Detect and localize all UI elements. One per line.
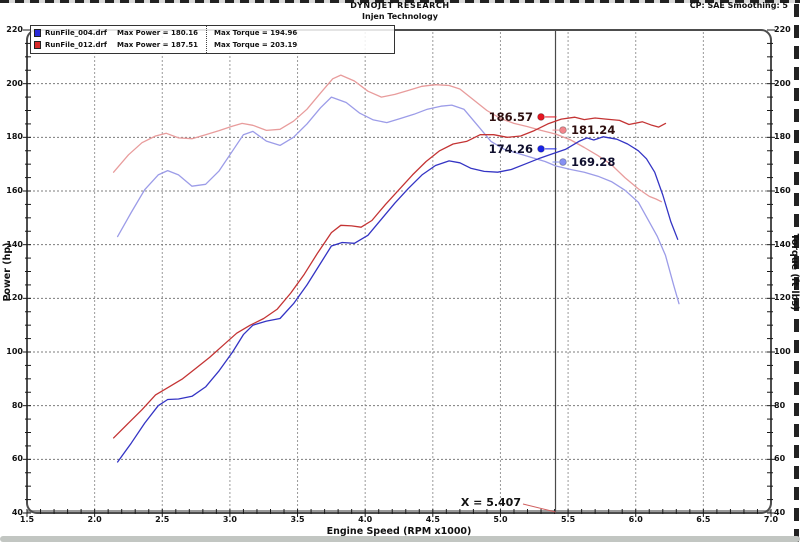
cursor-value-label-torque-run012: 181.24 <box>570 123 616 138</box>
y-right-tick-label: 140 <box>774 239 791 249</box>
cursor-value-label-torque-run004: 169.28 <box>570 155 616 170</box>
page-right-dashed-border <box>794 4 799 542</box>
y-left-tick-label: 180 <box>6 132 23 142</box>
legend-max-power-run012: Max Power = 187.51 <box>117 41 198 49</box>
x-tick-label: 6.0 <box>628 515 643 524</box>
y-right-tick-label: 60 <box>774 454 786 464</box>
legend-swatch-run012 <box>34 41 41 49</box>
x-tick-label: 5.5 <box>560 515 576 524</box>
y-left-tick-label: 100 <box>6 347 23 356</box>
chart-brand-title: DYNOJET RESEARCH <box>350 1 450 10</box>
y-right-tick-label: 180 <box>774 132 791 142</box>
legend-file-run004: RunFile_004.drf <box>45 29 107 37</box>
y-left-tick-label: 160 <box>6 186 23 195</box>
legend-file-run012: RunFile_012.drf <box>45 41 107 49</box>
legend-max-power-run004: Max Power = 180.16 <box>117 29 198 37</box>
y-left-tick-label: 120 <box>6 293 23 303</box>
x-tick-label: 3.0 <box>222 515 237 524</box>
y-right-tick-label: 80 <box>774 400 786 410</box>
cursor-value-dot <box>559 126 567 134</box>
torque-axis-title: Torque (ft-lbs) <box>789 233 800 311</box>
legend-column-divider <box>206 26 207 53</box>
x-tick-label: 4.5 <box>425 515 440 524</box>
curve-runfile-012-drf-torque-ft-lbs- <box>112 74 663 203</box>
y-right-tick-label: 200 <box>774 78 791 88</box>
legend-row-run004: RunFile_004.drf Max Power = 180.16 Max T… <box>31 27 394 39</box>
legend-max-torque-run012: Max Torque = 203.19 <box>214 41 298 49</box>
cursor-value-dot <box>537 145 545 153</box>
x-tick-label: 2.5 <box>155 515 170 524</box>
curve-runfile-004-drf-power-hp- <box>116 136 679 463</box>
y-right-tick-label: 220 <box>774 25 791 34</box>
cursor-value-dot <box>559 158 567 166</box>
x-tick-label: 4.0 <box>358 515 373 524</box>
page-top-dashed-border <box>0 0 800 3</box>
x-tick-label: 3.5 <box>290 515 305 524</box>
power-axis-title: Power (hp) <box>2 242 13 302</box>
cursor-value-dot <box>537 113 545 121</box>
y-left-tick-label: 40 <box>11 508 23 517</box>
x-tick-label: 6.5 <box>696 515 711 524</box>
cursor-x-label: X = 5.407 <box>460 496 521 509</box>
y-left-tick-label: 200 <box>6 78 23 88</box>
y-right-tick-label: 40 <box>774 508 786 517</box>
x-tick-label: 7.0 <box>763 515 779 524</box>
y-left-tick-label: 140 <box>6 239 23 249</box>
x-tick-label: 1.5 <box>19 515 35 524</box>
curve-runfile-004-drf-torque-ft-lbs- <box>116 96 680 305</box>
x-tick-label: 2.0 <box>87 515 102 524</box>
curve-runfile-012-drf-power-hp- <box>112 116 667 439</box>
y-left-tick-label: 80 <box>11 400 23 410</box>
page-bottom-bar <box>0 536 800 542</box>
legend-box: RunFile_004.drf Max Power = 180.16 Max T… <box>30 25 395 54</box>
x-tick-label: 5.0 <box>493 515 508 524</box>
legend-swatch-run004 <box>34 29 41 37</box>
plot-frame <box>26 29 772 514</box>
rpm-axis-title: Engine Speed (RPM x1000) <box>326 526 472 537</box>
legend-row-run012: RunFile_012.drf Max Power = 187.51 Max T… <box>31 39 394 51</box>
cursor-label-leader-line <box>522 503 556 513</box>
y-right-tick-label: 100 <box>774 347 791 356</box>
y-left-tick-label: 60 <box>11 454 23 464</box>
chart-subtitle: Injen Technology <box>362 12 438 21</box>
cursor-value-label-power-run012: 186.57 <box>488 109 534 124</box>
y-right-tick-label: 160 <box>774 186 791 195</box>
correction-smoothing-info: CP: SAE Smoothing: 5 <box>689 1 788 10</box>
legend-max-torque-run004: Max Torque = 194.96 <box>214 29 298 37</box>
y-left-tick-label: 220 <box>6 25 23 34</box>
cursor-value-label-power-run004: 174.26 <box>488 141 534 156</box>
y-right-tick-label: 120 <box>774 293 791 303</box>
